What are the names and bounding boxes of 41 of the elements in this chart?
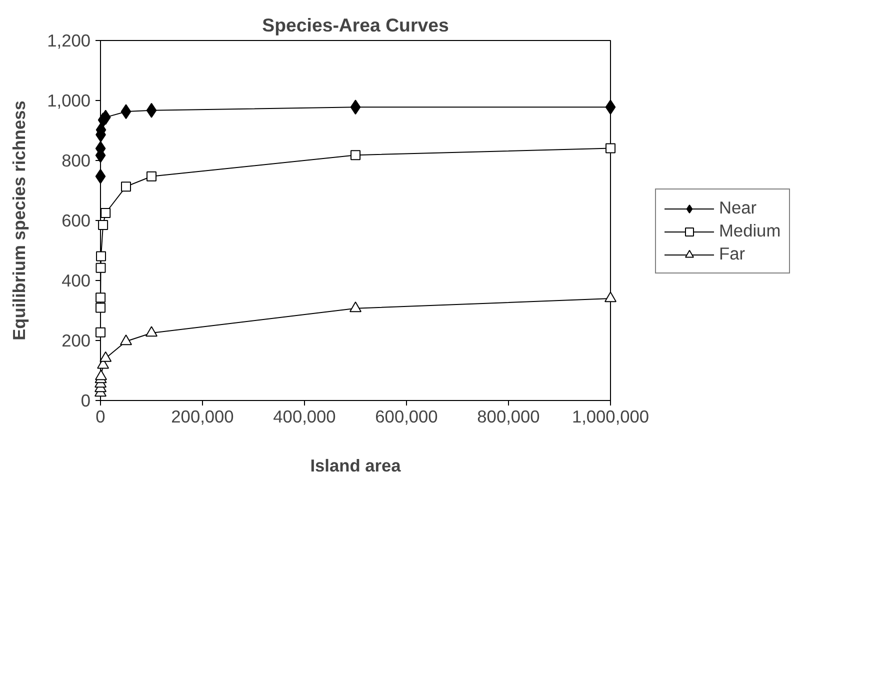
point — [146, 102, 157, 118]
y-tick-label: 800 — [62, 150, 91, 170]
y-tick-label: 1,000 — [47, 90, 91, 110]
legend-label: Near — [719, 198, 757, 218]
point — [146, 326, 158, 337]
y-axis-title: Equilibrium species richness — [9, 100, 30, 340]
x-tick-label: 400,000 — [273, 406, 336, 426]
x-axis-title: Island area — [310, 456, 402, 476]
point — [100, 351, 112, 362]
point — [605, 100, 616, 115]
point — [120, 104, 132, 120]
point — [146, 171, 156, 182]
point — [100, 208, 111, 218]
y-tick-label: 600 — [62, 210, 91, 230]
point — [350, 150, 360, 160]
x-tick-label: 200,000 — [171, 406, 234, 426]
chart-title: Species-Area Curves — [262, 14, 449, 36]
point — [95, 370, 108, 380]
point — [606, 143, 616, 154]
point — [350, 100, 361, 115]
point — [96, 327, 106, 338]
legend-label: Far — [719, 244, 745, 264]
point — [96, 292, 106, 303]
point — [350, 302, 362, 312]
y-tick-label: 0 — [80, 390, 91, 410]
y-tick-label: 200 — [62, 330, 91, 350]
point — [96, 302, 106, 313]
x-tick-label: 0 — [96, 406, 106, 426]
legend-label: Medium — [719, 220, 781, 242]
y-tick-label: 400 — [62, 270, 91, 290]
x-tick-label: 800,000 — [477, 406, 540, 426]
x-tick-label: 1,000,000 — [572, 406, 650, 426]
point — [96, 262, 106, 273]
point — [98, 220, 108, 230]
x-tick-label: 600,000 — [375, 406, 438, 426]
point — [604, 292, 616, 302]
point — [120, 334, 132, 346]
point — [95, 168, 106, 184]
point — [121, 182, 131, 192]
y-tick-label: 1,200 — [47, 30, 91, 50]
point — [96, 251, 106, 262]
